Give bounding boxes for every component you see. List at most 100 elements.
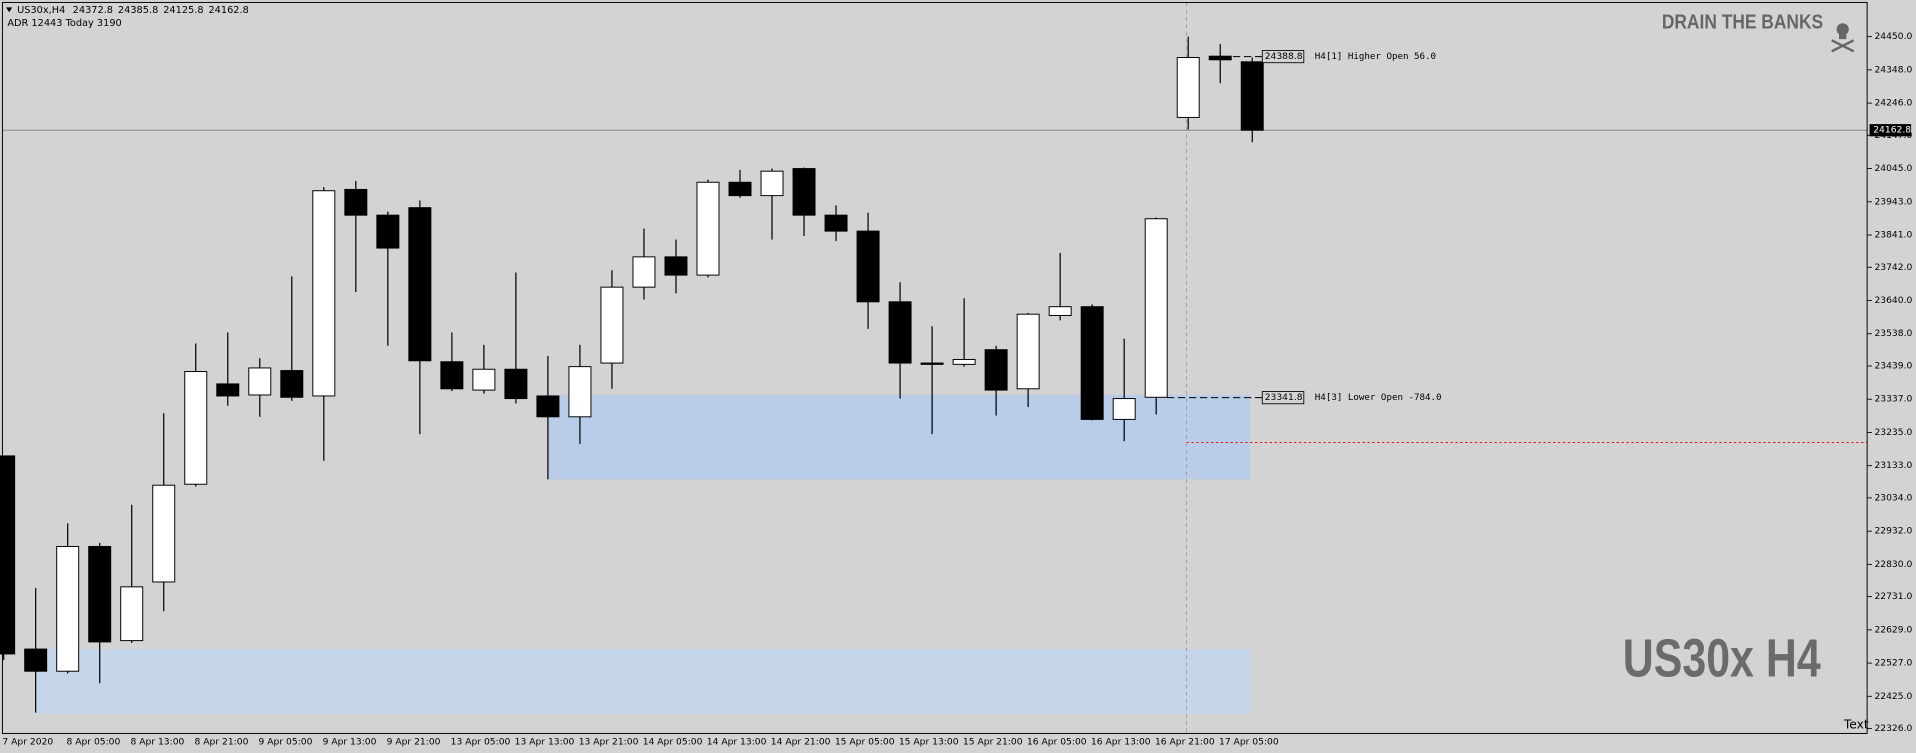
candle-body <box>216 383 240 397</box>
y-tick-label: 23439.0 <box>1874 360 1912 371</box>
candle-body <box>1240 61 1264 131</box>
x-tick-label: 16 Apr 13:00 <box>1091 736 1151 747</box>
x-tick-label: 9 Apr 13:00 <box>323 736 377 747</box>
candle-body <box>344 188 368 216</box>
y-tick-label: 23640.0 <box>1874 295 1912 306</box>
candle-body <box>792 168 816 216</box>
x-tick-label: 8 Apr 13:00 <box>131 736 185 747</box>
candle-body <box>88 545 112 643</box>
candle-body <box>600 286 624 364</box>
candle-body <box>984 349 1008 391</box>
x-tick-label: 17 Apr 05:00 <box>1219 736 1279 747</box>
x-tick-label: 14 Apr 05:00 <box>643 736 703 747</box>
candle-body <box>696 181 720 276</box>
level-text: H4[3] Lower Open -784.0 <box>1315 392 1442 403</box>
price-label: 24162.8 <box>1873 125 1911 136</box>
y-tick-label: 24348.0 <box>1874 64 1912 75</box>
y-tick-label: 22932.0 <box>1874 526 1912 537</box>
level-box <box>1261 391 1305 405</box>
price-label-box <box>1869 124 1912 137</box>
candle-body <box>1144 218 1168 398</box>
candle-body <box>504 368 528 400</box>
candle-body <box>1048 306 1072 316</box>
candle-body <box>184 371 208 485</box>
candle-body <box>824 214 848 232</box>
y-tick-label: 22830.0 <box>1874 559 1912 570</box>
candle-body <box>536 395 560 418</box>
header: US30x,H4 24372.8 24385.8 24125.8 24162.8 <box>17 5 249 16</box>
level-text: H4[1] Higher Open 56.0 <box>1315 51 1436 62</box>
candle-body <box>24 648 48 672</box>
y-tick-label: 22425.0 <box>1874 691 1912 702</box>
x-tick-label: 9 Apr 21:00 <box>387 736 441 747</box>
x-tick-label: 7 Apr 2020 <box>2 736 53 747</box>
candle-body <box>1208 55 1232 61</box>
level-value: 23341.8 <box>1265 392 1303 403</box>
y-tick-label: 23841.0 <box>1874 230 1912 241</box>
y-tick-label: 23538.0 <box>1874 328 1912 339</box>
candle-body <box>856 230 880 303</box>
skull-icon <box>1831 23 1855 53</box>
x-tick-label: 15 Apr 13:00 <box>899 736 959 747</box>
candle-body <box>472 368 496 391</box>
y-tick-label: 24246.0 <box>1874 98 1912 109</box>
y-tick-label: 23133.0 <box>1874 460 1912 471</box>
candle-body <box>568 366 592 418</box>
y-tick-label: 23943.0 <box>1874 196 1912 207</box>
candle-body <box>760 170 784 197</box>
candle-body <box>56 545 80 672</box>
y-tick-label: 23337.0 <box>1874 394 1912 405</box>
header-high: 24385.8 <box>118 5 158 16</box>
candle-body <box>248 367 272 396</box>
y-tick-label: 22326.0 <box>1874 723 1912 734</box>
candle-body <box>1176 57 1200 118</box>
candle-body <box>632 256 656 288</box>
x-tick-label: 16 Apr 05:00 <box>1027 736 1087 747</box>
candle-body <box>440 361 464 390</box>
level-box <box>1261 50 1305 64</box>
plot-frame <box>1 1 1868 734</box>
x-tick-label: 8 Apr 21:00 <box>195 736 249 747</box>
x-tick-label: 15 Apr 05:00 <box>835 736 895 747</box>
x-tick-label: 13 Apr 05:00 <box>451 736 511 747</box>
candle-body <box>280 370 304 398</box>
brand: DRAIN THE BANKS <box>1662 11 1823 34</box>
candle-body <box>664 256 688 276</box>
x-tick-label: 8 Apr 05:00 <box>66 736 120 747</box>
candle-body <box>920 362 944 365</box>
header-low: 24125.8 <box>163 5 203 16</box>
x-tick-label: 14 Apr 13:00 <box>707 736 767 747</box>
candle-body <box>1080 306 1104 420</box>
y-tick-label: 23034.0 <box>1874 492 1912 503</box>
y-tick-label: 22629.0 <box>1874 624 1912 635</box>
candle-body <box>408 207 432 362</box>
header-close: 24162.8 <box>208 5 248 16</box>
candle-body <box>1112 398 1136 420</box>
menu-triangle <box>6 7 13 13</box>
candle-body <box>312 190 336 397</box>
x-tick-label: 14 Apr 21:00 <box>771 736 831 747</box>
candle-body <box>728 181 752 197</box>
plot: 24388.8 H4[1] Higher Open 56.0 23341.8 H4[3… <box>0 36 1442 713</box>
watermark: US30x H4 <box>1623 629 1821 689</box>
candle-body <box>120 586 144 642</box>
level-value: 24388.8 <box>1265 51 1303 62</box>
y-tick-label: 23742.0 <box>1874 262 1912 273</box>
demand-zone <box>36 649 1251 714</box>
y-tick-label: 24045.0 <box>1874 163 1912 174</box>
demand-zone <box>548 394 1251 480</box>
y-tick-label: 22731.0 <box>1874 591 1912 602</box>
y-tick-label: 23235.0 <box>1874 427 1912 438</box>
x-tick-label: 15 Apr 21:00 <box>963 736 1023 747</box>
candle-body <box>1016 313 1040 390</box>
adr-info: ADR 12443 Today 3190 <box>7 18 121 29</box>
symbol: US30x,H4 <box>17 5 65 16</box>
corner-text: Text <box>1843 717 1869 731</box>
x-tick-label: 13 Apr 21:00 <box>579 736 639 747</box>
candle-body <box>888 301 912 364</box>
candle-body <box>376 214 400 249</box>
x-tick-label: 9 Apr 05:00 <box>259 736 313 747</box>
candle-body <box>152 484 176 583</box>
header-open: 24372.8 <box>73 5 113 16</box>
